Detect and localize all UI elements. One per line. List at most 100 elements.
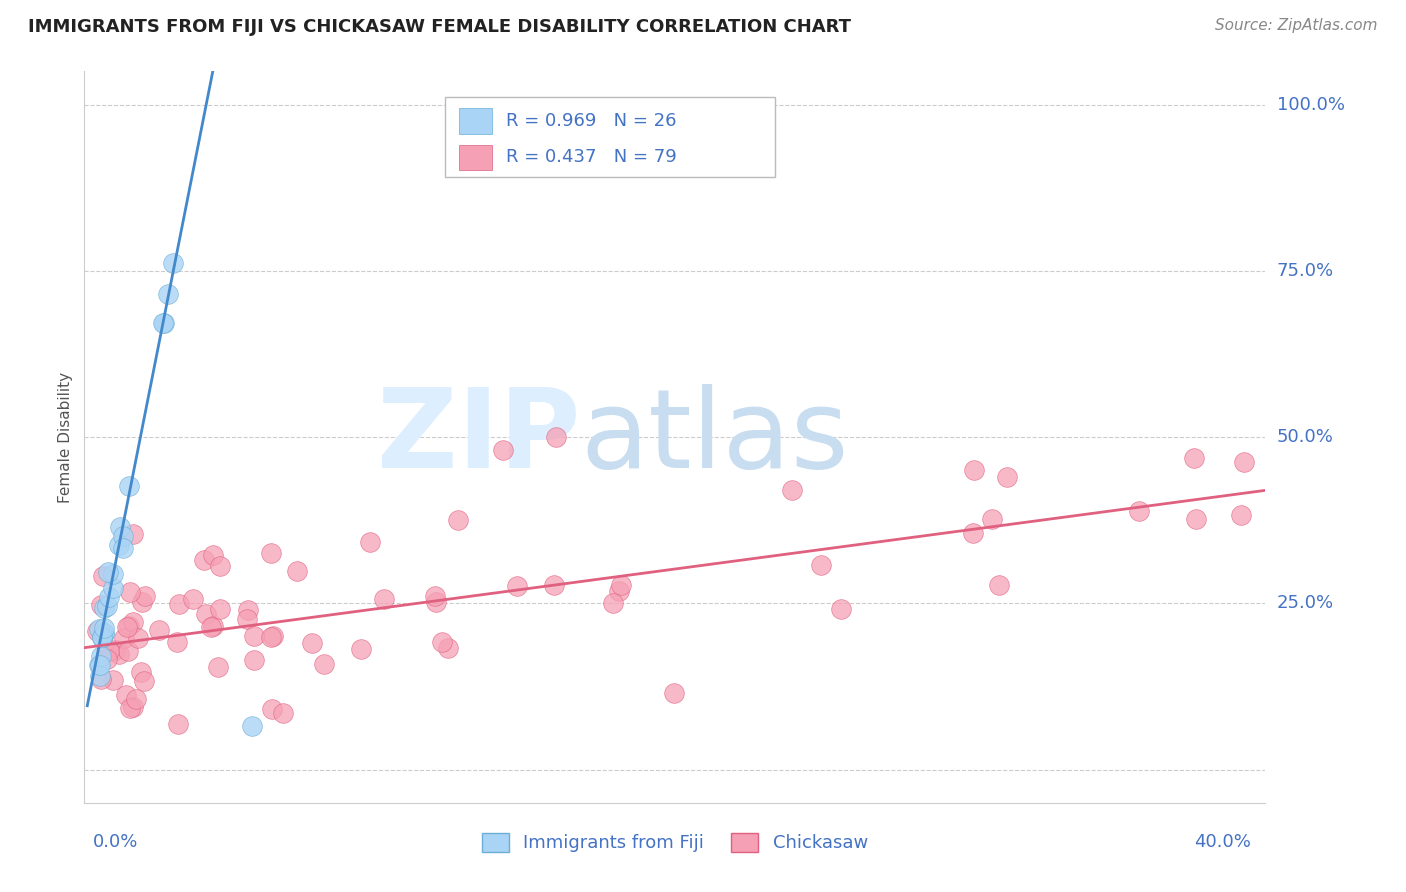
Point	[118, 479, 141, 493]
Point	[111, 541, 134, 556]
Point	[89, 669, 111, 683]
Point	[89, 599, 111, 613]
Point	[127, 631, 149, 645]
Point	[193, 553, 215, 567]
Point	[108, 647, 131, 661]
Point	[101, 673, 124, 688]
Point	[546, 430, 568, 444]
Point	[122, 699, 145, 714]
Point	[195, 607, 218, 621]
Point	[152, 316, 174, 330]
Text: 40.0%: 40.0%	[1194, 833, 1251, 851]
Point	[662, 686, 685, 700]
Text: 50.0%: 50.0%	[1277, 428, 1333, 446]
Point	[780, 483, 803, 497]
Point	[117, 620, 139, 634]
Point	[96, 652, 118, 666]
Point	[810, 558, 832, 573]
Point	[987, 578, 1010, 592]
Point	[96, 599, 118, 614]
Point	[93, 622, 115, 636]
Bar	[458, 108, 492, 134]
Point	[1182, 451, 1205, 466]
Text: R = 0.437   N = 79: R = 0.437 N = 79	[506, 148, 676, 166]
Text: 0.0%: 0.0%	[93, 833, 138, 851]
Point	[236, 611, 259, 625]
Point	[96, 565, 118, 579]
Point	[118, 619, 141, 633]
Point	[104, 643, 127, 657]
Point	[122, 527, 145, 541]
Point	[131, 595, 153, 609]
Point	[90, 630, 112, 644]
Point	[260, 630, 283, 644]
Point	[201, 548, 224, 562]
Text: Source: ZipAtlas.com: Source: ZipAtlas.com	[1215, 18, 1378, 33]
Point	[243, 629, 266, 643]
Point	[153, 316, 176, 330]
Point	[207, 660, 229, 674]
Point	[166, 717, 188, 731]
FancyBboxPatch shape	[444, 97, 775, 178]
Point	[86, 624, 108, 638]
Point	[120, 700, 142, 714]
Point	[312, 657, 335, 671]
Point	[93, 626, 115, 640]
Point	[359, 534, 381, 549]
Point	[209, 559, 232, 574]
Text: 100.0%: 100.0%	[1277, 95, 1344, 113]
Point	[1185, 512, 1208, 526]
Point	[111, 529, 134, 543]
Point	[240, 719, 263, 733]
Point	[260, 701, 283, 715]
Point	[112, 631, 135, 645]
Point	[447, 513, 470, 527]
Point	[131, 665, 153, 679]
Point	[1233, 455, 1256, 469]
Point	[260, 545, 283, 559]
Point	[209, 601, 232, 615]
Point	[120, 585, 142, 599]
Point	[148, 624, 170, 638]
Point	[492, 443, 515, 458]
Point	[285, 564, 308, 578]
Point	[202, 619, 225, 633]
Point	[830, 602, 852, 616]
Text: IMMIGRANTS FROM FIJI VS CHICKASAW FEMALE DISABILITY CORRELATION CHART: IMMIGRANTS FROM FIJI VS CHICKASAW FEMALE…	[28, 18, 851, 36]
Point	[262, 629, 284, 643]
Point	[89, 658, 111, 673]
Point	[101, 582, 124, 596]
Y-axis label: Female Disability: Female Disability	[58, 371, 73, 503]
Point	[373, 591, 395, 606]
Point	[243, 653, 266, 667]
Point	[115, 688, 138, 702]
Point	[236, 603, 259, 617]
Point	[962, 526, 984, 541]
Text: ZIP: ZIP	[377, 384, 581, 491]
Point	[91, 568, 114, 582]
Point	[91, 631, 114, 645]
Point	[301, 635, 323, 649]
Point	[167, 597, 190, 611]
Point	[273, 706, 295, 720]
Point	[125, 692, 148, 706]
Point	[121, 615, 143, 629]
Point	[350, 641, 373, 656]
Point	[423, 589, 446, 603]
Point	[134, 589, 156, 603]
Point	[93, 626, 115, 640]
Point	[98, 643, 121, 657]
Point	[607, 583, 630, 598]
Legend: Immigrants from Fiji, Chickasaw: Immigrants from Fiji, Chickasaw	[475, 826, 875, 860]
Point	[506, 579, 529, 593]
Point	[110, 520, 132, 534]
Point	[980, 512, 1002, 526]
Point	[101, 566, 124, 581]
Point	[87, 658, 110, 673]
Point	[166, 635, 188, 649]
Point	[436, 640, 458, 655]
Point	[995, 470, 1018, 484]
Point	[98, 590, 121, 604]
Text: 25.0%: 25.0%	[1277, 594, 1334, 612]
Point	[543, 577, 565, 591]
